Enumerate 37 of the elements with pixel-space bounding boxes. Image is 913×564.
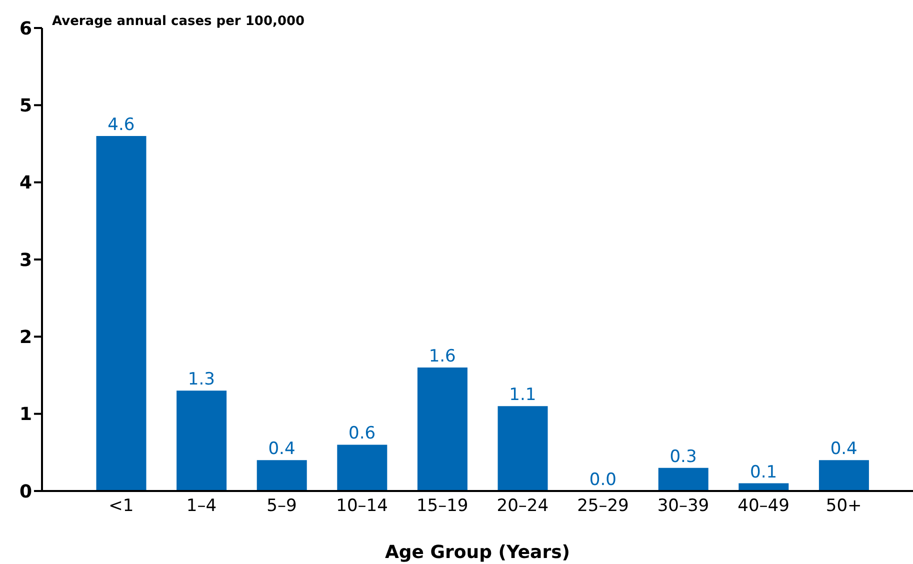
x-tick-label: 5–9: [266, 496, 297, 516]
x-tick-label: 1–4: [186, 496, 217, 516]
y-tick-label: 3: [19, 250, 32, 271]
x-tick-label: <1: [108, 496, 134, 516]
data-label: 1.6: [428, 346, 456, 367]
x-tick-label: 30–39: [657, 496, 710, 516]
x-tick-label: 40–49: [738, 496, 790, 516]
data-label: 1.1: [509, 385, 536, 406]
bar: [256, 460, 307, 491]
bar: [176, 390, 227, 491]
bar: [337, 444, 388, 491]
data-label: 0.3: [670, 446, 697, 467]
y-axis-title: Average annual cases per 100,000: [52, 14, 305, 30]
bar: [818, 460, 869, 491]
y-tick-label: 1: [19, 404, 32, 426]
y-tick-label: 2: [19, 327, 32, 348]
x-tick-label: 50+: [826, 496, 862, 516]
y-tick-label: 5: [19, 96, 32, 117]
x-tick-label: 10–14: [336, 496, 388, 516]
bar: [498, 406, 548, 491]
bar: [96, 136, 146, 491]
data-label: 0.4: [830, 439, 858, 460]
x-tick-label: 20–24: [496, 496, 549, 516]
bar: [417, 368, 468, 491]
data-label: 1.3: [188, 370, 215, 390]
data-label: 0.4: [268, 439, 296, 460]
data-label: 0.6: [348, 424, 376, 444]
data-label: 4.6: [108, 115, 135, 136]
y-tick-label: 6: [19, 18, 32, 40]
y-tick-label: 4: [19, 172, 32, 194]
x-tick-label: 15–19: [416, 496, 468, 516]
x-axis-title: Age Group (Years): [384, 542, 570, 563]
data-label: 0.1: [750, 462, 778, 482]
x-tick-label: 25–29: [577, 496, 629, 516]
data-label: 0.0: [589, 470, 616, 490]
bar: [658, 468, 708, 491]
y-tick-label: 0: [19, 481, 32, 502]
